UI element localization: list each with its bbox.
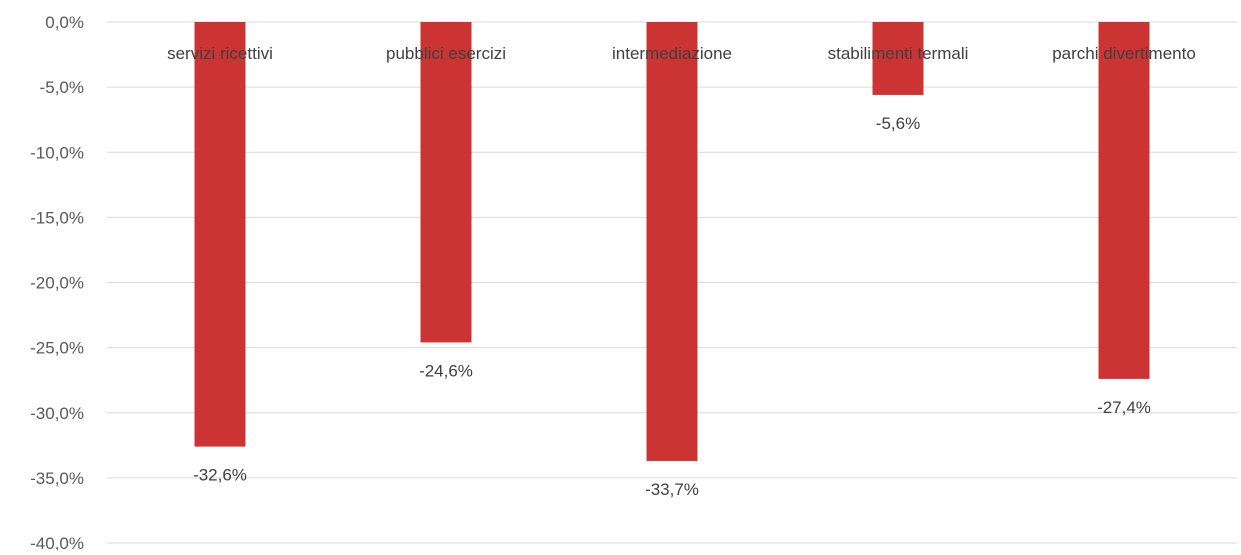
data-label: -33,7% <box>645 480 699 499</box>
data-label: -24,6% <box>419 361 473 380</box>
y-tick-label: -10,0% <box>30 143 84 162</box>
category-labels: servizi ricettivi pubblici esercizi interm… <box>167 44 1196 63</box>
bar <box>872 22 924 95</box>
category-label: parchi divertimento <box>1052 44 1196 63</box>
data-label: -5,6% <box>876 114 920 133</box>
bar <box>420 22 472 343</box>
bar <box>194 22 246 447</box>
category-label: stabilimenti termali <box>828 44 969 63</box>
data-label: -32,6% <box>193 466 247 485</box>
y-axis-ticks: 0,0% -5,0% -10,0% -15,0% -20,0% -25,0% -30,0% -… <box>30 13 84 553</box>
category-label: pubblici esercizi <box>386 44 506 63</box>
y-tick-label: -5,0% <box>40 78 84 97</box>
bars <box>194 22 1150 461</box>
y-tick-label: -40,0% <box>30 534 84 550</box>
bar <box>646 22 698 461</box>
y-tick-label: -35,0% <box>30 469 84 488</box>
bar <box>1098 22 1150 379</box>
y-tick-label: -25,0% <box>30 339 84 358</box>
data-labels: -32,6% -24,6% -33,7% -5,6% -27,4% <box>193 114 1151 499</box>
y-tick-label: -15,0% <box>30 208 84 227</box>
category-label: servizi ricettivi <box>167 44 273 63</box>
category-label: intermediazione <box>612 44 732 63</box>
y-tick-label: -30,0% <box>30 404 84 423</box>
y-tick-label: 0,0% <box>45 13 84 32</box>
data-label: -27,4% <box>1097 398 1151 417</box>
y-tick-label: -20,0% <box>30 274 84 293</box>
